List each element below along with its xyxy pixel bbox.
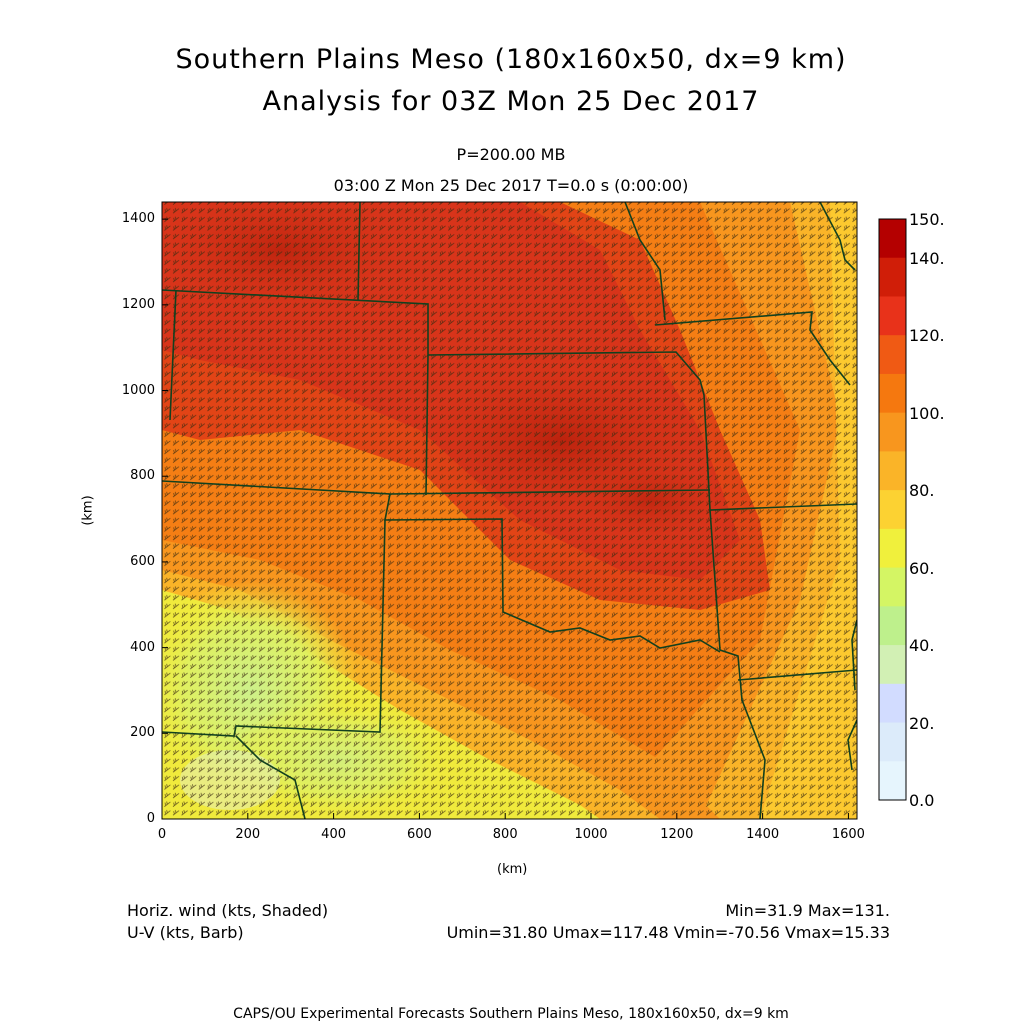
x-tick-label: 1000 [574,827,608,842]
colorbar-swatch [879,219,906,259]
y-axis-label: (km) [80,495,96,526]
uv-range-label: Umin=31.80 Umax=117.48 Vmin=-70.56 Vmax=… [446,923,890,942]
colorbar-label: 150. [909,210,945,229]
state-boundaries [162,202,857,819]
colorbar-swatch [879,567,906,607]
y-tick-label: 0 [146,811,155,826]
min-max-label: Min=31.9 Max=131. [725,901,890,920]
colorbar-swatch [879,373,906,414]
colorbar-swatch [879,490,906,530]
title-line-1: Southern Plains Meso (180x160x50, dx=9 k… [175,44,847,75]
y-tick-label: 1400 [121,211,155,227]
credit-line: CAPS/OU Experimental Forecasts Southern … [233,1006,789,1022]
x-tick-label: 0 [157,827,167,842]
colorbar-label: 60. [909,558,935,578]
colorbar-swatch [879,761,906,801]
colorbar-swatch [879,296,906,336]
colorbar-label: 140. [909,248,945,268]
x-tick-label: 1600 [831,827,865,842]
plot-frame [161,201,858,820]
colorbar-label: 0.0 [909,791,935,810]
y-tick-label: 400 [130,639,155,655]
title-line-2: Analysis for 03Z Mon 25 Dec 2017 [262,86,760,117]
colorbar-frame [878,218,907,801]
x-tick-label: 1400 [746,827,780,842]
shaded-field-label: Horiz. wind (kts, Shaded) [127,901,329,920]
colorbar-swatch [879,335,906,375]
colorbar-swatch [879,722,906,762]
colorbar-label: 120. [909,326,945,346]
colorbar-label: 100. [909,403,945,423]
x-tick-label: 800 [492,827,518,842]
colorbar-swatch [879,683,906,724]
y-tick-label: 600 [130,553,155,569]
colorbar-label: 40. [909,636,935,656]
colorbar [878,218,907,801]
x-tick-label: 400 [321,827,346,842]
y-tick-label: 800 [130,468,155,484]
y-tick-label: 1200 [121,296,155,312]
colorbar-swatch [879,645,906,685]
y-tick-label: 1000 [121,382,155,398]
colorbar-swatch [879,606,906,646]
y-tick-label: 200 [130,725,155,741]
pressure-level-label: P=200.00 MB [456,145,566,164]
barb-field-label: U-V (kts, Barb) [127,923,244,942]
colorbar-label: 20. [909,713,935,733]
shaded-field [162,202,857,819]
colorbar-swatch [879,451,906,491]
colorbar-swatch [879,412,906,452]
colorbar-label: 80. [909,481,935,501]
x-tick-label: 1200 [660,827,694,842]
colorbar-swatch [879,257,906,297]
x-tick-label: 200 [235,827,261,842]
colorbar-swatch [879,528,906,569]
x-tick-label: 600 [406,827,432,842]
axis-ticks [161,218,849,820]
x-axis-label: (km) [497,862,528,877]
valid-time-label: 03:00 Z Mon 25 Dec 2017 T=0.0 s (0:00:00… [333,176,689,195]
